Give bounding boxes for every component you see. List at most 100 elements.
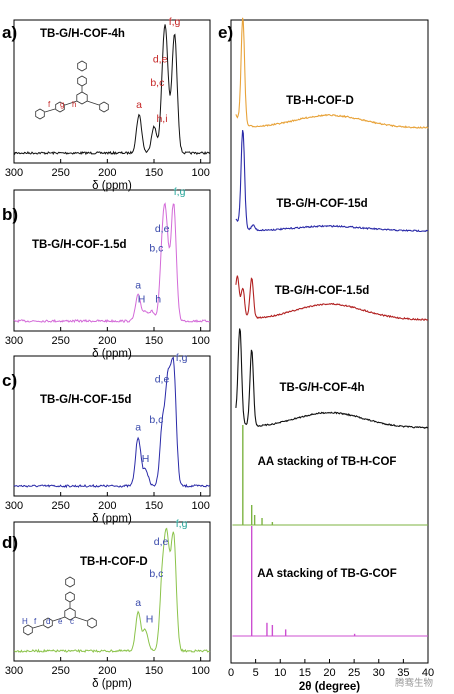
- peak-label: a: [135, 421, 141, 433]
- atom-label: h: [72, 100, 76, 109]
- xrd-series: TB-G/H-COF-1.5d: [235, 275, 429, 321]
- atom-label: f: [48, 100, 51, 109]
- x-tick-label: 150: [145, 500, 163, 512]
- x-tick-label: 15: [299, 667, 311, 679]
- nmr-panel-3: c) TB-G/H-COF-15d 300 250 200 150 100 δ (ppm) a H…: [2, 352, 211, 525]
- xrd-pattern-line: [235, 17, 429, 129]
- spectrum-line: [13, 24, 211, 156]
- x-tick-label: 0: [228, 667, 234, 679]
- x-tick-label: 300: [5, 335, 23, 347]
- peak-label: H: [146, 613, 154, 625]
- ring-shape: [23, 624, 33, 636]
- atom-label: f: [34, 617, 37, 626]
- peak-label: H: [138, 294, 146, 306]
- xrd-series: TB-H-COF-D: [235, 17, 429, 129]
- nmr-panel-2: b) TB-G/H-COF-1.5d 300 250 200 150 100 δ (ppm) a…: [2, 186, 211, 360]
- bond: [44, 108, 56, 113]
- x-tick-label: 100: [191, 167, 209, 179]
- x-tick-label: 200: [98, 665, 116, 677]
- atom-label: d: [46, 617, 50, 626]
- peak-label: d,e: [153, 53, 168, 65]
- panel-title: TB-G/H-COF-15d: [40, 394, 131, 406]
- peak-label: f,g: [176, 352, 188, 364]
- plot-frame: [13, 189, 211, 332]
- peak-label: b,c: [150, 77, 164, 89]
- series-label: TB-H-COF-D: [286, 95, 354, 107]
- ring-shape: [77, 60, 87, 72]
- spectrum-line: [13, 527, 211, 654]
- x-tick-label: 20: [323, 667, 335, 679]
- x-tick-label: 5: [253, 667, 259, 679]
- bond: [64, 100, 78, 106]
- ring-shape: [65, 576, 75, 588]
- ring-shape: [99, 101, 109, 113]
- series-label: AA stacking of TB-G-COF: [257, 568, 397, 580]
- x-axis-label: δ (ppm): [92, 180, 132, 192]
- x-axis-label: δ (ppm): [92, 678, 132, 690]
- spectrum-line: [13, 356, 211, 489]
- x-tick-label: 25: [348, 667, 360, 679]
- ring-shape: [76, 91, 88, 105]
- panel-title: TB-G/H-COF-4h: [40, 28, 125, 40]
- panel-label: c): [2, 371, 17, 390]
- x-tick-label: 100: [191, 665, 209, 677]
- peak-label: b,c: [149, 568, 163, 580]
- xrd-pattern-line: [235, 129, 428, 233]
- x-tick-label: 10: [274, 667, 286, 679]
- peak-label: d,e: [154, 536, 169, 548]
- x-tick-label: 40: [422, 667, 434, 679]
- peak-label: b,c: [149, 414, 163, 426]
- peak-label: f,g: [169, 16, 181, 28]
- atom-label: e: [58, 617, 63, 626]
- x-tick-label: 100: [191, 335, 209, 347]
- x-tick-label: 150: [145, 665, 163, 677]
- panel-label: d): [2, 533, 18, 552]
- peak-label: h: [155, 294, 161, 306]
- plot-frame: [13, 355, 211, 497]
- x-tick-label: 250: [51, 665, 69, 677]
- watermark: 腾骞生物: [395, 677, 434, 689]
- peak-label: f,g: [174, 186, 186, 198]
- x-axis-label: 2θ (degree): [299, 681, 360, 693]
- peak-label: b,c: [149, 243, 163, 255]
- panel-label: b): [2, 205, 18, 224]
- xrd-series: AA stacking of TB-G-COF: [232, 526, 428, 637]
- x-tick-label: 200: [98, 167, 116, 179]
- peak-label: d,e: [155, 373, 170, 385]
- ring-shape: [87, 617, 97, 629]
- panel-title: TB-G/H-COF-1.5d: [32, 239, 127, 251]
- x-tick-label: 100: [191, 500, 209, 512]
- x-tick-label: 250: [51, 167, 69, 179]
- xrd-series: TB-G/H-COF-15d: [235, 129, 428, 233]
- panel-label: a): [2, 23, 17, 42]
- plot-frame: [13, 19, 211, 164]
- spectrum-line: [13, 202, 211, 324]
- xrd-series: TB-G/H-COF-4h: [235, 328, 429, 429]
- atom-label: g: [60, 100, 64, 109]
- xrd-pattern-line: [235, 275, 429, 321]
- peak-label: d,e: [155, 223, 170, 235]
- series-label: TB-G/H-COF-4h: [280, 382, 365, 394]
- peak-label: a: [135, 597, 141, 609]
- xrd-series: AA stacking of TB-H-COF: [232, 425, 428, 526]
- bond: [74, 616, 88, 622]
- peak-label: a: [135, 279, 141, 291]
- x-tick-label: 150: [145, 167, 163, 179]
- peak-label: f,g: [176, 518, 188, 530]
- ring-shape: [55, 101, 65, 113]
- xrd-pattern-line: [235, 328, 429, 429]
- series-label: TB-G/H-COF-15d: [276, 198, 367, 210]
- bond: [86, 100, 100, 106]
- x-tick-label: 250: [51, 500, 69, 512]
- x-tick-label: 30: [373, 667, 385, 679]
- panel-title: TB-H-COF-D: [80, 556, 148, 568]
- peak-label: h,i: [156, 113, 167, 125]
- x-axis-label: δ (ppm): [92, 513, 132, 525]
- plot-frame: [13, 521, 211, 662]
- nmr-panel-1: a) TB-G/H-COF-4h 300 250 200 150 100 δ (ppm) a h,…: [2, 16, 211, 192]
- x-tick-label: 150: [145, 335, 163, 347]
